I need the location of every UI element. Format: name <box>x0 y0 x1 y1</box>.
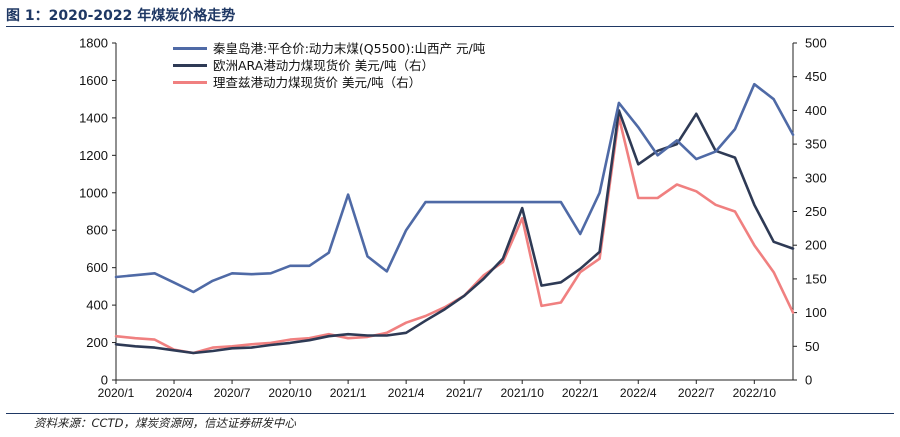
legend-item-richards-bay: 理查兹港动力煤现货价 美元/吨（右） <box>173 74 485 91</box>
x-tick-label: 2022/1 <box>562 386 599 400</box>
coal-price-chart: 0 200 400 600 800 1000 1200 1400 1600 1800 0 50 100 1… <box>79 36 827 401</box>
figure-title: 图 1：2020-2022 年煤炭价格走势 <box>6 8 236 24</box>
legend-label-richards-bay: 理查兹港动力煤现货价 美元/吨（右） <box>213 75 422 90</box>
x-tick-label: 2021/10 <box>501 386 545 400</box>
left-y-tick-label: 0 <box>101 373 108 388</box>
x-tick-label: 2020/4 <box>156 386 193 400</box>
axes: 0 200 400 600 800 1000 1200 1400 1600 1800 0 50 100 1… <box>79 36 827 401</box>
left-y-tick-label: 1800 <box>79 36 108 51</box>
series-lines <box>114 82 795 355</box>
title-rule <box>6 26 894 27</box>
series-line-qinhuangdao <box>114 82 795 294</box>
legend-label-qinhuangdao: 秦皇岛港:平仓价:动力末煤(Q5500):山西产 元/吨 <box>213 41 486 56</box>
right-y-tick-label: 50 <box>805 339 819 354</box>
right-y-tick-label: 200 <box>805 238 827 253</box>
right-y-tick-label: 100 <box>805 305 827 320</box>
right-y-tick-label: 450 <box>805 69 827 84</box>
left-y-tick-label: 600 <box>86 260 108 275</box>
left-y-tick-label: 1000 <box>79 185 108 200</box>
left-y-tick-label: 1200 <box>79 148 108 163</box>
x-tick-label: 2022/10 <box>733 386 777 400</box>
series-line-richards-bay <box>114 115 795 355</box>
legend-item-ara: 欧洲ARA港动力煤现货价 美元/吨（右） <box>173 57 485 74</box>
right-y-tick-label: 400 <box>805 103 827 118</box>
source-note: 资料来源：CCTD，煤炭资源网，信达证券研发中心 <box>34 416 296 430</box>
legend-swatch-qinhuangdao <box>173 47 207 50</box>
right-y-tick-label: 150 <box>805 271 827 286</box>
x-tick-label: 2020/1 <box>98 386 135 400</box>
x-tick-label: 2021/4 <box>388 386 425 400</box>
left-y-tick-label: 1600 <box>79 73 108 88</box>
x-tick-label: 2022/4 <box>620 386 657 400</box>
legend-swatch-ara <box>173 64 207 67</box>
x-tick-label: 2022/7 <box>678 386 715 400</box>
left-y-tick-label: 400 <box>86 298 108 313</box>
right-y-tick-label: 250 <box>805 204 827 219</box>
left-y-tick-label: 800 <box>86 223 108 238</box>
left-y-tick-label: 200 <box>86 335 108 350</box>
series-line-ara <box>114 109 795 355</box>
x-tick-label: 2020/10 <box>268 386 312 400</box>
right-y-tick-label: 500 <box>805 36 827 51</box>
legend-label-ara: 欧洲ARA港动力煤现货价 美元/吨（右） <box>213 58 434 73</box>
right-y-tick-label: 0 <box>805 373 812 388</box>
x-tick-label: 2021/1 <box>330 386 367 400</box>
right-y-tick-label: 350 <box>805 137 827 152</box>
x-tick-label: 2020/7 <box>214 386 251 400</box>
legend-swatch-richards-bay <box>173 81 207 84</box>
source-rule <box>6 413 894 414</box>
legend-item-qinhuangdao: 秦皇岛港:平仓价:动力末煤(Q5500):山西产 元/吨 <box>173 40 485 57</box>
left-y-tick-label: 1400 <box>79 110 108 125</box>
x-tick-label: 2021/7 <box>446 386 483 400</box>
legend: 秦皇岛港:平仓价:动力末煤(Q5500):山西产 元/吨 欧洲ARA港动力煤现货… <box>173 40 485 91</box>
right-y-tick-label: 300 <box>805 170 827 185</box>
